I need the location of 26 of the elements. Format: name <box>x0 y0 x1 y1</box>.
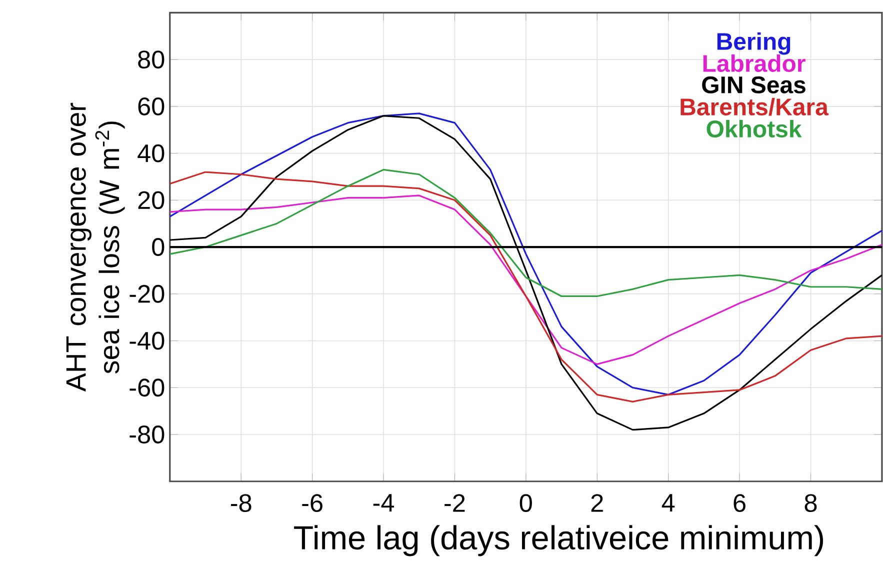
y-tick-label: 60 <box>138 98 164 116</box>
x-tick-label: 2 <box>591 494 603 512</box>
text: GIN Seas <box>702 76 806 94</box>
y-tick-label: -20 <box>130 285 164 304</box>
x-tick-label: -4 <box>373 494 394 512</box>
y-tick-label: -60 <box>130 378 164 397</box>
y-tick-label: -40 <box>130 332 164 350</box>
y-tick-label: 80 <box>138 50 164 69</box>
x-tick-label: 6 <box>734 494 746 512</box>
text: Bering <box>717 32 790 55</box>
x-tick-label: 8 <box>804 494 817 512</box>
y-tick-label: -80 <box>130 426 164 444</box>
line-series <box>170 171 882 403</box>
line-series <box>170 169 882 298</box>
y-tick-label: 20 <box>138 191 164 210</box>
x-tick-label: -6 <box>302 494 322 512</box>
text: Okhotsk <box>706 120 802 138</box>
x-tick-label: -8 <box>230 494 252 512</box>
x-axis-title: Time lag (days relativeice minimum) <box>294 525 824 556</box>
x-tick-label: -2 <box>444 494 465 512</box>
x-tick-label: 4 <box>662 494 675 512</box>
text: Labrador <box>703 54 806 72</box>
text: Barents/Kara <box>680 98 829 116</box>
y-tick-label: 0 <box>152 238 164 256</box>
x-tick-label: 0 <box>520 494 532 512</box>
y-tick-label: 40 <box>138 144 164 162</box>
